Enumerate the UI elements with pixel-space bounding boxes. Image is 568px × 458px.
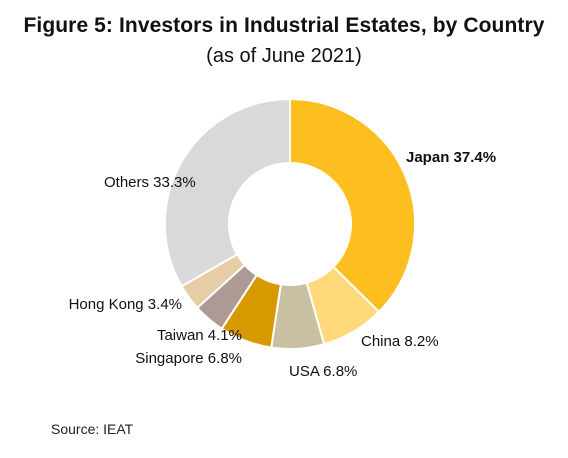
slice-label-hong-kong: Hong Kong 3.4% (69, 296, 182, 313)
slice-label-taiwan: Taiwan 4.1% (157, 327, 242, 344)
chart-title: Figure 5: Investors in Industrial Estate… (23, 14, 545, 37)
chart-subtitle: (as of June 2021) (206, 45, 362, 67)
slice-japan (289, 97, 416, 314)
slice-label-china: China 8.2% (361, 333, 439, 350)
slice-label-others: Others 33.3% (104, 174, 196, 191)
slice-label-japan: Japan 37.4% (406, 149, 496, 166)
slice-others (164, 97, 291, 288)
slice-labels: Japan 37.4% China 8.2%USA 6.8% Singapore 6… (69, 149, 496, 380)
slice-label-singapore: Singapore 6.8% (135, 350, 242, 367)
slice-label-usa: USA 6.8% (289, 363, 357, 380)
source-note: Source: IEAT (51, 421, 134, 437)
donut-slices (164, 97, 416, 350)
